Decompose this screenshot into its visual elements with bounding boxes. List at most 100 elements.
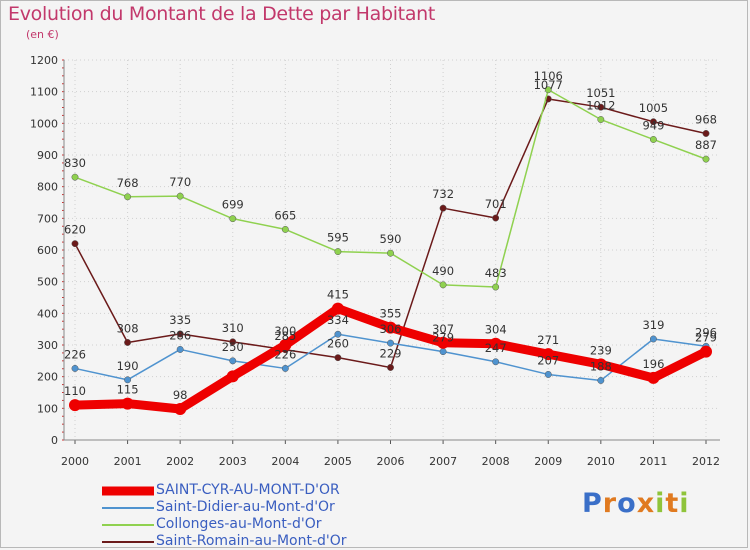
data-point — [331, 302, 344, 315]
data-point — [121, 397, 134, 410]
data-point — [71, 364, 79, 372]
data-label: 334 — [327, 313, 349, 327]
y-tick-label: 500 — [37, 276, 58, 289]
legend-swatch — [102, 540, 154, 543]
chart-subtitle: (en €) — [26, 28, 59, 41]
data-point — [439, 348, 447, 356]
data-point — [176, 192, 184, 200]
data-point — [387, 249, 394, 257]
data-point — [439, 204, 447, 212]
chart-title: Evolution du Montant de la Dette par Hab… — [8, 3, 436, 25]
data-label: 306 — [380, 322, 402, 336]
data-label: 300 — [274, 324, 296, 338]
data-label: 319 — [642, 318, 664, 332]
data-point — [334, 354, 342, 362]
data-label: 271 — [537, 333, 559, 347]
data-label: 1077 — [534, 78, 563, 92]
data-point — [649, 335, 657, 343]
data-point — [700, 345, 712, 358]
data-point — [124, 193, 132, 201]
x-tick-label: 2011 — [639, 455, 667, 468]
data-label: 355 — [380, 307, 402, 321]
data-point — [71, 240, 79, 248]
x-tick-label: 2002 — [166, 455, 194, 468]
y-tick-label: 1000 — [30, 117, 58, 130]
logo-letter: i — [655, 488, 666, 519]
data-point — [279, 339, 292, 351]
x-tick-label: 2001 — [114, 455, 142, 468]
data-label: 1005 — [639, 101, 668, 115]
data-point — [176, 345, 184, 353]
legend-label: SAINT-CYR-AU-MONT-D'OR — [156, 482, 340, 498]
legend-item: Saint-Romain-au-Mont-d'Or — [102, 533, 347, 550]
data-label: 483 — [485, 266, 507, 280]
x-tick-label: 2006 — [377, 455, 405, 468]
data-label: 226 — [64, 347, 86, 361]
y-tick-label: 0 — [51, 434, 58, 447]
data-label: 98 — [173, 388, 188, 402]
data-point — [702, 155, 710, 163]
data-point — [334, 248, 342, 256]
data-label: 732 — [432, 187, 454, 201]
data-point — [492, 358, 500, 366]
logo-letter: t — [665, 488, 680, 519]
data-point — [597, 103, 605, 111]
data-label: 279 — [432, 331, 454, 345]
data-label: 304 — [485, 323, 507, 337]
data-point — [702, 130, 710, 137]
data-label: 285 — [274, 329, 296, 343]
y-tick-label: 400 — [37, 307, 58, 320]
logo-letter: i — [679, 488, 690, 519]
data-point — [542, 348, 555, 361]
y-tick-label: 900 — [37, 149, 58, 162]
data-label: 335 — [169, 313, 191, 327]
legend-item: Saint-Didier-au-Mont-d'Or — [102, 499, 347, 516]
legend: SAINT-CYR-AU-MONT-D'OR Saint-Didier-au-M… — [102, 482, 347, 550]
logo-letter: r — [602, 488, 618, 519]
data-label: 207 — [537, 353, 559, 367]
data-point — [124, 376, 132, 384]
data-label: 490 — [432, 264, 454, 278]
data-point — [71, 173, 79, 181]
data-label: 279 — [695, 331, 717, 345]
y-tick-label: 1200 — [30, 54, 58, 67]
data-label: 968 — [695, 112, 717, 126]
data-label: 768 — [117, 176, 139, 190]
data-point — [544, 371, 552, 378]
data-point — [439, 281, 447, 289]
legend-label: Saint-Didier-au-Mont-d'Or — [156, 499, 335, 515]
y-tick-label: 200 — [37, 371, 58, 384]
data-label: 1051 — [586, 86, 615, 100]
data-label: 247 — [485, 341, 507, 355]
data-label: 196 — [642, 357, 664, 371]
data-point — [229, 357, 237, 365]
data-point — [384, 321, 397, 334]
legend-label: Collonges-au-Mont-d'Or — [156, 516, 322, 532]
data-point — [647, 371, 660, 384]
y-tick-label: 800 — [37, 181, 58, 194]
data-label: 239 — [590, 343, 612, 357]
data-label: 1106 — [534, 69, 563, 83]
data-point — [124, 339, 132, 346]
data-label: 115 — [117, 383, 139, 397]
data-label: 415 — [327, 288, 349, 302]
data-label: 310 — [222, 321, 244, 335]
data-label: 590 — [380, 232, 402, 246]
y-tick-label: 700 — [37, 212, 58, 225]
x-tick-label: 2008 — [482, 455, 510, 468]
data-label: 595 — [327, 231, 349, 245]
data-point — [492, 283, 500, 291]
legend-swatch — [102, 523, 154, 526]
x-tick-label: 2009 — [534, 455, 562, 468]
data-point — [437, 336, 450, 349]
y-tick-label: 300 — [37, 339, 58, 352]
data-point — [387, 339, 394, 347]
data-point — [229, 338, 237, 346]
legend-item: Collonges-au-Mont-d'Or — [102, 516, 347, 533]
data-label: 307 — [432, 322, 454, 336]
x-tick-label: 2000 — [61, 455, 89, 468]
data-label: 188 — [590, 359, 612, 373]
y-tick-label: 100 — [37, 402, 58, 415]
